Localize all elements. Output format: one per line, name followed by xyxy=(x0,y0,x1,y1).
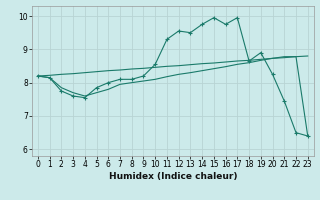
X-axis label: Humidex (Indice chaleur): Humidex (Indice chaleur) xyxy=(108,172,237,181)
